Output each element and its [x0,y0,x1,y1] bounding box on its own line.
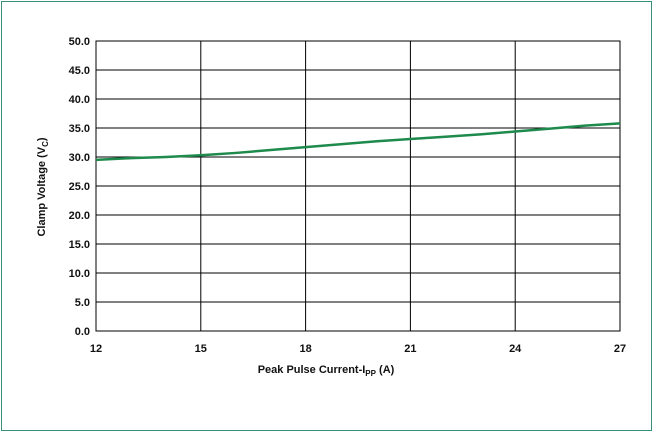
y-tick-label: 5.0 [75,297,90,309]
x-axis-title-sub: PP [365,369,376,378]
x-tick-label: 15 [195,343,207,355]
y-tick-label: 0.0 [75,326,90,338]
y-tick-label: 45.0 [69,65,90,77]
y-tick-label: 10.0 [69,268,90,280]
y-tick-label: 20.0 [69,210,90,222]
plot-area-border [95,40,621,332]
y-axis-title-tail: ) [36,137,48,141]
x-tick-label: 27 [614,343,626,355]
x-axis-title-main: Peak Pulse Current-I [258,364,366,376]
y-tick-label: 30.0 [69,152,90,164]
x-tick-labels: 12 15 18 21 24 27 [90,343,626,355]
y-tick-label: 50.0 [69,36,90,48]
x-tick-label: 12 [90,343,102,355]
x-tick-label: 24 [509,343,522,355]
x-tick-label: 18 [299,343,311,355]
y-tick-label: 35.0 [69,123,90,135]
series-line-clamp-voltage [95,122,621,162]
y-tick-label: 15.0 [69,239,90,251]
x-tick-label: 21 [404,343,416,355]
grid [95,40,621,332]
y-axis-title: Clamp Voltage (VC) [36,137,50,236]
x-axis-title-tail: (A) [376,364,395,376]
y-tick-labels: 0.0 5.0 10.0 15.0 20.0 25.0 30.0 35.0 40.0 45.0 50… [69,36,90,338]
y-axis-title-main: Clamp Voltage (V [36,146,48,236]
y-tick-label: 40.0 [69,94,90,106]
y-tick-label: 25.0 [69,181,90,193]
x-axis-title: Peak Pulse Current-IPP (A) [258,364,395,378]
y-axis-title-sub: C [41,141,50,147]
